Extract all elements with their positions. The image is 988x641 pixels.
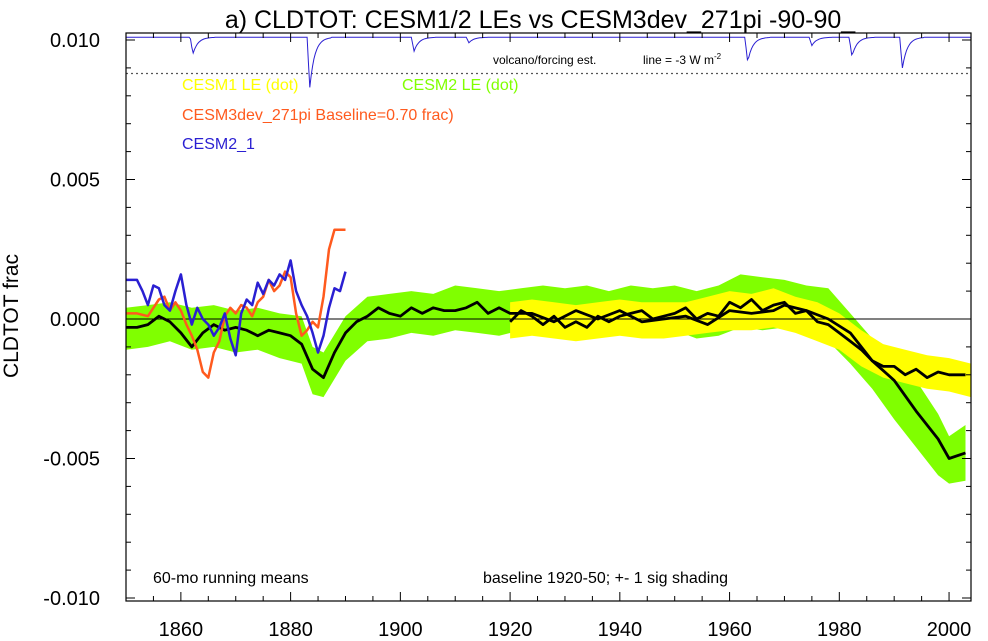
line-scale-label: line = -3 W m-2	[643, 52, 722, 67]
y-tick-label: 0.000	[50, 309, 100, 331]
volcano-label: volcano/forcing est.	[493, 53, 596, 67]
y-tick-label: -0.010	[43, 588, 100, 610]
legend-entry-cesm3dev: CESM3dev_271pi Baseline=0.70 frac)	[182, 107, 454, 124]
y-tick-label: 0.005	[50, 170, 100, 192]
legend-entry-cesm2-1: CESM2_1	[182, 136, 255, 153]
x-tick-label: 2000	[927, 619, 972, 641]
legend-entry-cesm1: CESM1 LE (dot)	[182, 77, 298, 94]
x-tick-label: 1860	[159, 619, 204, 641]
lines-layer	[126, 228, 971, 460]
series-line-1	[509, 298, 966, 379]
x-tick-label: 1980	[817, 619, 862, 641]
x-tick-label: 1880	[268, 619, 313, 641]
series-line-3	[126, 259, 347, 357]
x-tick-label: 1920	[488, 619, 533, 641]
chart-title: a) CLDTOT: CESM1/2 LEs vs CESM3dev_271pi…	[225, 6, 856, 34]
volcano-forcing-line	[126, 36, 971, 88]
y-tick-label: -0.005	[43, 449, 100, 471]
axes-layer: 1860 1880 1900 1920 1940 1960 1980 2000 0.010 0.0…	[43, 30, 972, 641]
x-tick-label: 1940	[598, 619, 643, 641]
series-line-0	[126, 300, 966, 460]
y-axis-label: CLDTOT frac	[0, 254, 23, 378]
running-mean-note: 60-mo running means	[153, 570, 309, 587]
x-tick-label: 1960	[707, 619, 752, 641]
baseline-note: baseline 1920-50; +- 1 sig shading	[483, 570, 728, 587]
y-tick-label: 0.010	[50, 30, 100, 52]
volcano-layer	[126, 36, 971, 88]
legend-entry-cesm2: CESM2 LE (dot)	[402, 77, 518, 94]
x-tick-label: 1900	[378, 619, 423, 641]
plot-frame	[125, 32, 972, 602]
text-layer: a) CLDTOT: CESM1/2 LEs vs CESM3dev_271pi…	[0, 6, 856, 587]
